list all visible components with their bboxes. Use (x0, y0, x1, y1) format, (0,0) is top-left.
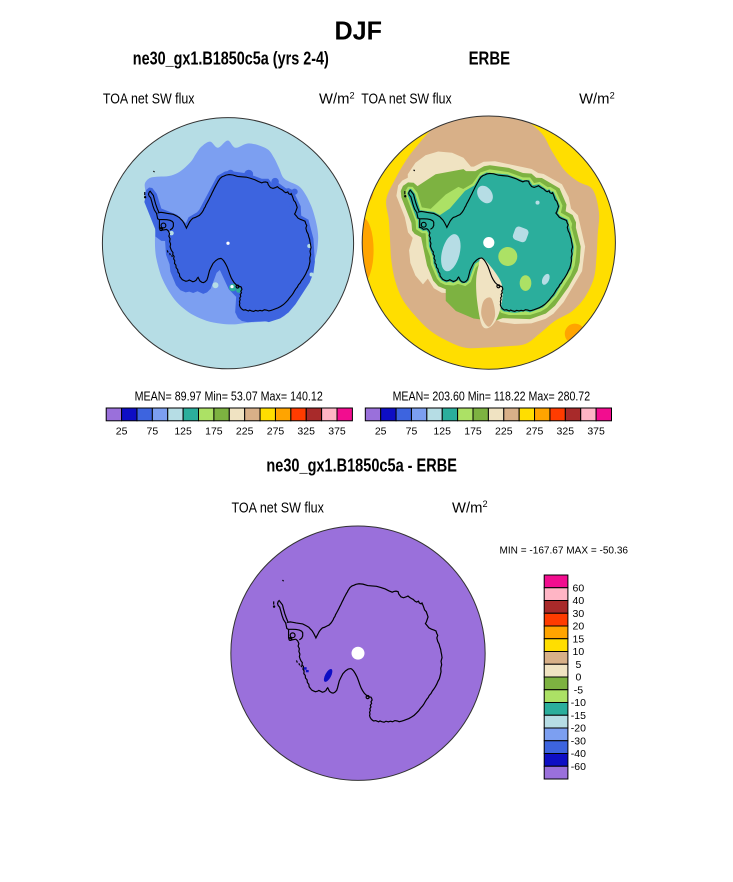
svg-text:MEAN= 89.97 Min= 53.07 Max: MEAN= 89.97 Min= 53.07 Max= 140.12 (135, 390, 323, 404)
svg-text:W/m: W/m (579, 92, 609, 108)
svg-text:175: 175 (205, 425, 223, 437)
svg-text:MEAN= 203.60 Min= 118.22 Max: MEAN= 203.60 Min= 118.22 Max= 280.72 (393, 390, 591, 404)
svg-text:ERBE: ERBE (469, 48, 511, 68)
svg-text:TOA net SW flux: TOA net SW flux (361, 92, 452, 108)
svg-text:DJF: DJF (335, 18, 383, 46)
svg-text:25: 25 (116, 425, 128, 437)
svg-text:125: 125 (433, 425, 451, 437)
svg-text:75: 75 (406, 425, 418, 437)
svg-text:75: 75 (147, 425, 159, 437)
svg-text:W/m: W/m (452, 500, 482, 516)
svg-text:ne30_gx1.B1850c5a (yrs 2-4): ne30_gx1.B1850c5a (yrs 2-4) (133, 48, 329, 68)
svg-text:40: 40 (573, 595, 585, 607)
svg-text:20: 20 (573, 621, 585, 633)
svg-text:125: 125 (174, 425, 192, 437)
svg-text:TOA net SW flux: TOA net SW flux (103, 92, 195, 108)
svg-text:-60: -60 (571, 761, 586, 773)
svg-text:2: 2 (610, 90, 615, 100)
svg-text:225: 225 (495, 425, 513, 437)
svg-text:325: 325 (297, 425, 315, 437)
svg-text:275: 275 (526, 425, 544, 437)
svg-text:TOA net SW flux: TOA net SW flux (232, 500, 325, 516)
svg-text:15: 15 (573, 634, 585, 646)
svg-text:275: 275 (267, 425, 285, 437)
svg-text:-15: -15 (571, 710, 586, 722)
svg-text:375: 375 (328, 425, 346, 437)
svg-text:60: 60 (573, 583, 585, 595)
svg-text:W/m: W/m (319, 92, 349, 108)
svg-text:30: 30 (573, 608, 585, 620)
svg-text:MIN = -167.67 MAX = -50.36: MIN = -167.67 MAX = -50.36 (500, 545, 629, 556)
svg-text:-10: -10 (571, 697, 586, 709)
svg-text:-5: -5 (574, 685, 583, 697)
svg-text:10: 10 (573, 646, 585, 658)
svg-text:-20: -20 (571, 723, 586, 735)
svg-text:0: 0 (575, 672, 581, 684)
svg-text:325: 325 (557, 425, 575, 437)
svg-text:2: 2 (482, 499, 487, 509)
svg-text:25: 25 (375, 425, 387, 437)
svg-text:225: 225 (236, 425, 254, 437)
svg-text:-40: -40 (571, 748, 586, 760)
svg-text:175: 175 (464, 425, 482, 437)
svg-text:375: 375 (587, 425, 605, 437)
svg-text:5: 5 (575, 659, 581, 671)
svg-text:ne30_gx1.B1850c5a - ERBE: ne30_gx1.B1850c5a - ERBE (266, 455, 457, 475)
svg-text:2: 2 (349, 90, 354, 100)
svg-text:-30: -30 (571, 736, 586, 748)
